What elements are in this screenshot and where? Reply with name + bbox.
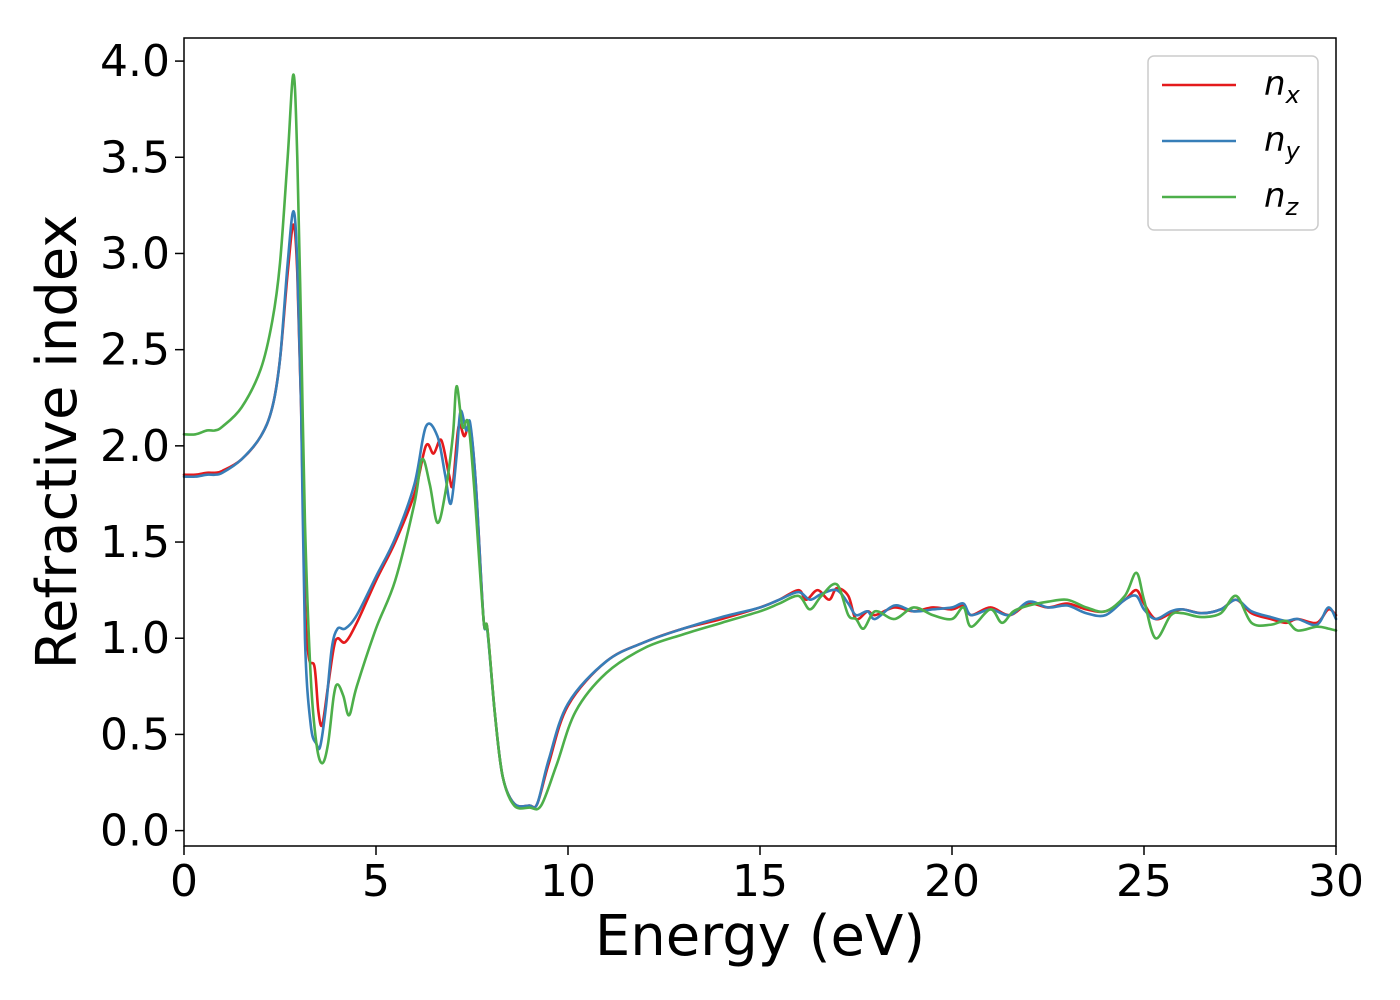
x-tick-label: 0: [170, 856, 198, 907]
x-tick-label: 15: [732, 856, 788, 907]
y-tick-label: 3.0: [100, 228, 170, 279]
legend-label-ny: ny: [1264, 120, 1301, 165]
series-layer: [182, 73, 1338, 811]
plot-area: [184, 38, 1336, 846]
y-tick-label: 0.5: [100, 709, 170, 760]
series-line-ny: [182, 209, 1338, 809]
x-tick-label: 30: [1308, 856, 1364, 907]
y-tick-label: 3.5: [100, 132, 170, 183]
y-axis-label: Refractive index: [25, 215, 90, 670]
y-tick-label: 2.5: [100, 325, 170, 376]
x-axis-label: Energy (eV): [595, 904, 925, 969]
x-tick-label: 10: [540, 856, 596, 907]
y-tick-label: 4.0: [100, 36, 170, 87]
y-tick-label: 1.5: [100, 517, 170, 568]
series-line-nz: [182, 73, 1338, 811]
y-axis: 0.0 0.5 1.0 1.5 2.0 2.5 3.0 3.5 4.0: [100, 36, 184, 857]
y-tick-label: 2.0: [100, 421, 170, 472]
y-tick-label: 1.0: [100, 613, 170, 664]
legend-label-nx: nx: [1264, 64, 1301, 109]
x-tick-label: 5: [362, 856, 390, 907]
legend-box: [1147, 55, 1319, 231]
x-tick-label: 20: [924, 856, 980, 907]
legend-label-nz: nz: [1264, 176, 1300, 221]
legend: nx ny nz: [1147, 55, 1319, 231]
x-tick-label: 25: [1116, 856, 1172, 907]
y-tick-label: 0.0: [100, 806, 170, 857]
x-axis: 0 5 10 15 20 25 30: [170, 846, 1364, 907]
